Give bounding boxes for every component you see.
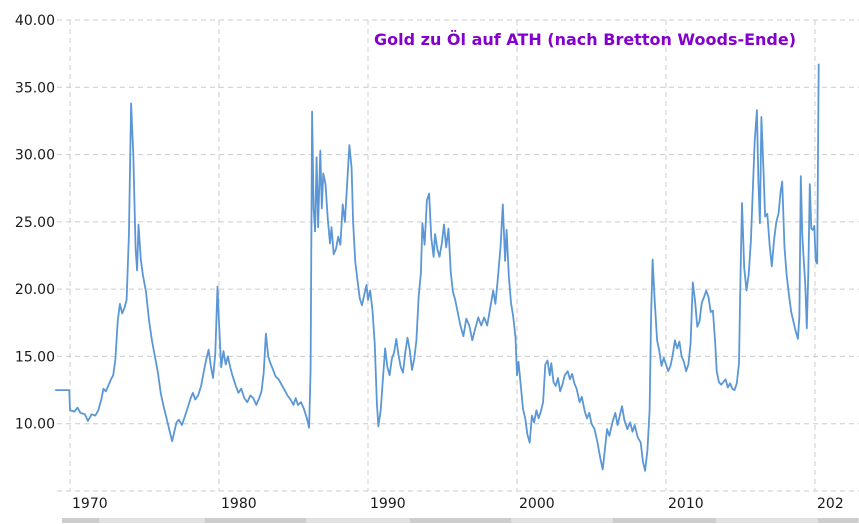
x-axis-label: 2000 bbox=[519, 496, 555, 512]
y-axis-label: 15.00 bbox=[15, 349, 55, 365]
y-axis-label: 40.00 bbox=[15, 13, 55, 29]
scrollbar-segment bbox=[62, 518, 99, 523]
y-axis-label: 30.00 bbox=[15, 148, 55, 164]
scrollbar-segment bbox=[307, 518, 409, 523]
y-axis-label: 35.00 bbox=[15, 80, 55, 96]
x-axis-label: 1970 bbox=[72, 496, 108, 512]
y-axis-label: 25.00 bbox=[15, 215, 55, 231]
x-axis-label: 1980 bbox=[221, 496, 257, 512]
series-line bbox=[54, 63, 820, 472]
x-axis-label: 202 bbox=[817, 496, 844, 512]
scrollbar-segment bbox=[613, 518, 716, 523]
scrollbar-segment bbox=[818, 518, 858, 523]
scrollbar-segment bbox=[205, 518, 306, 523]
scrollbar-segment bbox=[100, 518, 204, 523]
y-axis-label: 10.00 bbox=[15, 417, 55, 433]
scrollbar-segment bbox=[410, 518, 511, 523]
x-axis-label: 2010 bbox=[668, 496, 704, 512]
scrollbar-segment bbox=[512, 518, 612, 523]
y-axis-label: 20.00 bbox=[15, 282, 55, 298]
x-axis-label: 1990 bbox=[370, 496, 406, 512]
scrollbar-segment bbox=[717, 518, 817, 523]
chart-title: Gold zu Öl auf ATH (nach Bretton Woods-E… bbox=[374, 30, 797, 49]
horizontal-scrollbar[interactable] bbox=[62, 518, 859, 523]
